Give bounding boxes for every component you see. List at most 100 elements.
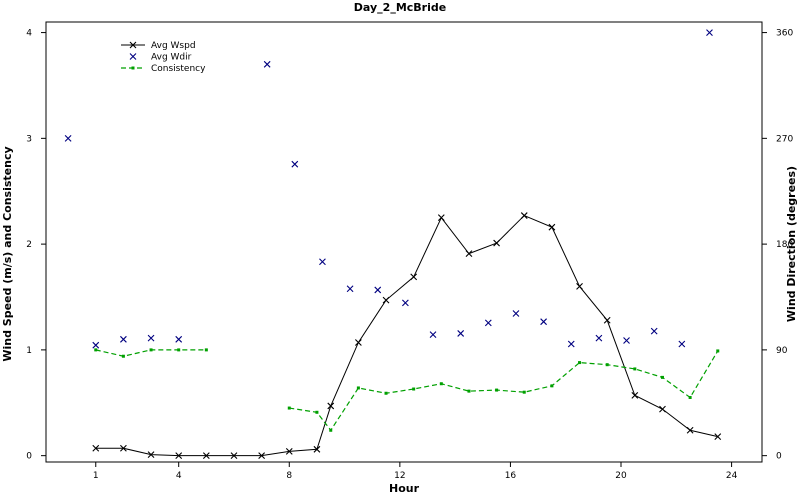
consistency-point (550, 384, 554, 388)
wind-direction-point (484, 319, 492, 327)
wind-speed-point (327, 402, 335, 410)
consistency-point (356, 386, 360, 390)
wind-direction-point (457, 330, 465, 337)
wind-direction-point (567, 340, 575, 348)
left-y-tick-label: 2 (26, 240, 32, 250)
wind-speed-point (603, 316, 611, 324)
legend-marker (131, 66, 135, 70)
consistency-point (94, 348, 98, 352)
wind-direction-point (319, 258, 326, 266)
wind-direction-point (650, 327, 658, 335)
left-y-axis: 0 1 2 3 4 (26, 29, 46, 462)
wind-direction-point (401, 299, 409, 307)
wind-speed-point (520, 212, 528, 219)
series-avg-wdir (64, 29, 713, 349)
wind-direction-point (291, 160, 299, 168)
wind-direction-point (147, 334, 155, 342)
x-tick-label: 16 (505, 471, 517, 481)
wind-direction-point (512, 310, 520, 317)
wind-direction-point (346, 285, 354, 293)
wind-speed-point (313, 445, 321, 453)
wind-speed-line (95, 214, 718, 457)
x-tick-label: 20 (615, 471, 627, 481)
wind-speed-point (202, 452, 210, 460)
wind-speed-point (120, 444, 127, 452)
wind-speed-point (493, 239, 500, 247)
x-tick-label: 1 (93, 471, 99, 481)
right-y-axis: 0 90 180 270 360 (762, 29, 793, 462)
wind-direction-point (175, 335, 183, 343)
right-y-tick-label: 0 (776, 452, 782, 462)
wind-speed-point (92, 444, 100, 452)
consistency-point (329, 428, 333, 432)
right-y-tick-label: 360 (776, 29, 793, 39)
consistency-point (149, 348, 153, 352)
right-y-tick-label: 270 (776, 134, 793, 144)
wind-direction-point (120, 335, 127, 343)
consistency-point (716, 349, 720, 353)
legend-marker (129, 41, 137, 49)
legend-marker (129, 53, 137, 60)
wind-direction-point (595, 334, 603, 342)
legend-label: Avg Wspd (151, 41, 196, 51)
legend-entry: Avg Wdir (129, 53, 192, 63)
left-y-axis-title: Wind Speed (m/s) and Consistency (1, 146, 14, 361)
consistency-point (633, 367, 637, 371)
wind-speed-point (437, 214, 445, 222)
x-axis-title: Hour (389, 482, 420, 495)
legend-label: Consistency (151, 64, 206, 74)
right-y-tick-label: 180 (776, 240, 793, 250)
wind-speed-point (382, 296, 390, 304)
right-y-tick-label: 90 (776, 346, 788, 356)
legend-entry: Consistency (121, 64, 206, 74)
wind-speed-point (410, 273, 418, 281)
wind-direction-point (623, 337, 630, 344)
wind-direction-point (540, 318, 547, 326)
right-y-axis-title: Wind Direction (degrees) (785, 166, 798, 322)
consistency-point (467, 389, 471, 393)
left-y-tick-label: 0 (26, 452, 32, 462)
consistency-point (204, 348, 208, 352)
wind-direction-point (706, 29, 713, 36)
consistency-point (522, 390, 526, 394)
wind-direction-point (678, 340, 686, 348)
consistency-point (688, 395, 692, 399)
consistency-point (660, 375, 664, 379)
wind-speed-point (230, 452, 238, 460)
consistency-point (439, 382, 443, 386)
wind-direction-point (429, 331, 437, 338)
wind-direction-point (92, 341, 100, 349)
x-tick-label: 24 (726, 471, 738, 481)
wind-speed-point (285, 448, 293, 455)
wind-speed-point (147, 451, 155, 458)
chart-title: Day_2_McBride (354, 1, 446, 14)
consistency-point (177, 348, 181, 352)
wind-speed-point (548, 223, 556, 231)
left-y-tick-label: 4 (26, 29, 32, 39)
left-y-tick-label: 1 (26, 346, 32, 356)
plot-frame (45, 21, 763, 463)
series-avg-wspd (92, 212, 722, 460)
wind-direction-point (64, 134, 72, 142)
consistency-point (315, 410, 319, 414)
consistency-point (412, 387, 416, 391)
x-axis: 1 4 8 12 16 20 24 (93, 462, 738, 481)
wind-speed-point (576, 283, 583, 290)
wind-speed-point (631, 391, 639, 399)
legend-label: Avg Wdir (151, 53, 192, 63)
wind-direction-point (263, 60, 271, 68)
consistency-point (605, 363, 609, 367)
wind-speed-point (175, 452, 183, 460)
legend-entry: Avg Wspd (121, 41, 196, 51)
wind-speed-point (686, 426, 694, 434)
x-tick-label: 12 (394, 471, 405, 481)
plot-area (64, 29, 722, 460)
wind-direction-point (374, 286, 382, 294)
series-consistency (94, 348, 720, 432)
wind-speed-point (354, 339, 362, 346)
left-y-tick-label: 3 (26, 134, 32, 144)
wind-speed-point (258, 452, 266, 460)
consistency-line (289, 350, 719, 432)
